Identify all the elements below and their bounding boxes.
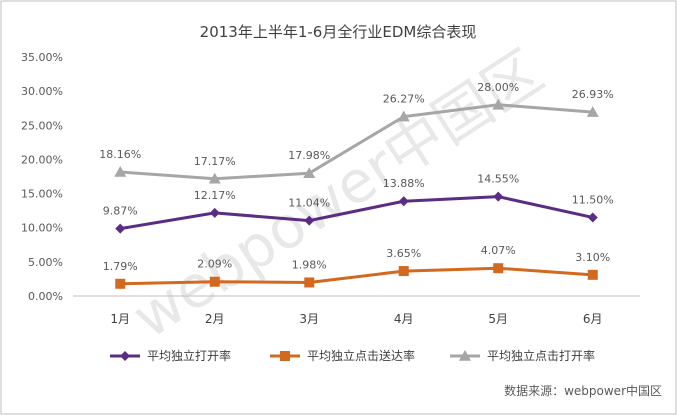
axes: 0.00% 5.00% 10.00% 15.00% 20.00% 25.00% 30.00%… [21,51,640,326]
y-tick-label: 25.00% [21,119,63,132]
data-point [398,266,409,277]
data-point [587,269,598,280]
legend-item: 平均独立点击打开率 [450,348,595,363]
y-tick-label: 30.00% [21,85,63,98]
data-label: 12.17% [194,189,236,202]
data-point [587,212,598,223]
data-label: 26.93% [572,88,614,101]
data-label: 1.98% [292,258,327,271]
data-point [114,165,127,177]
y-tick-label: 35.00% [21,51,63,64]
data-point [115,278,126,289]
data-point [398,196,409,207]
series-line [120,266,593,286]
legend-label: 平均独立打开率 [147,348,231,363]
x-tick-label: 1月 [110,312,130,326]
data-point [303,167,316,179]
chart-title: 2013年上半年1-6月全行业EDM综合表现 [200,23,477,41]
data-label: 4.07% [481,244,516,257]
y-tick-label: 10.00% [21,222,63,235]
x-tick-label: 5月 [488,312,508,326]
data-label: 17.17% [194,155,236,168]
data-point [492,98,505,110]
data-point [208,172,221,184]
y-tick-label: 5.00% [28,256,63,269]
legend-label: 平均独立点击送达率 [307,348,415,363]
data-label: 11.50% [572,193,614,206]
y-tick-label: 20.00% [21,153,63,166]
y-tick-label: 0.00% [28,290,63,303]
legend: 平均独立打开率 平均独立点击送达率 平均独立点击打开率 [110,348,595,363]
data-point [209,276,220,287]
data-point [493,191,504,202]
data-point [586,106,599,117]
x-tick-label: 6月 [583,312,603,326]
data-label: 14.55% [477,173,519,186]
data-point [304,215,315,226]
x-tick-label: 2月 [205,312,225,326]
data-label: 1.79% [103,260,138,273]
data-label: 3.10% [575,251,610,264]
data-point [304,277,315,288]
x-tick-label: 3月 [299,312,319,326]
legend-item: 平均独立打开率 [110,348,231,363]
data-point [115,223,126,234]
legend-swatch-marker [459,350,471,361]
data-label: 9.87% [103,205,138,218]
legend-swatch-marker [280,351,290,361]
x-tick-label: 4月 [394,312,414,326]
legend-swatch-marker [120,351,130,361]
series-3: 18.16% 17.17% 17.98% 26.27% 28.00% 26.93% [99,81,614,184]
data-label: 3.65% [386,247,421,260]
data-label: 17.98% [288,149,330,162]
legend-item: 平均独立点击送达率 [270,348,415,363]
y-tick-label: 15.00% [21,188,63,201]
data-point [209,207,220,218]
series-line [120,103,593,181]
series-line [120,195,594,231]
legend-label: 平均独立点击打开率 [487,348,595,363]
series-1: 9.87% 12.17% 11.04% 13.88% 14.55% 11.50% [103,173,614,234]
source-note: 数据来源：webpower中国区 [504,383,662,398]
data-label: 28.00% [477,81,519,94]
series-2: 1.79% 2.09% 1.98% 3.65% 4.07% 3.10% [103,244,610,289]
data-point [397,110,410,122]
data-label: 18.16% [99,148,141,161]
data-point [493,263,504,274]
series-layer: 9.87% 12.17% 11.04% 13.88% 14.55% 11.50% 1.79%… [99,81,614,289]
data-label: 2.09% [197,258,232,271]
data-label: 13.88% [383,177,425,190]
data-label: 11.04% [288,197,330,210]
data-label: 26.27% [383,93,425,106]
